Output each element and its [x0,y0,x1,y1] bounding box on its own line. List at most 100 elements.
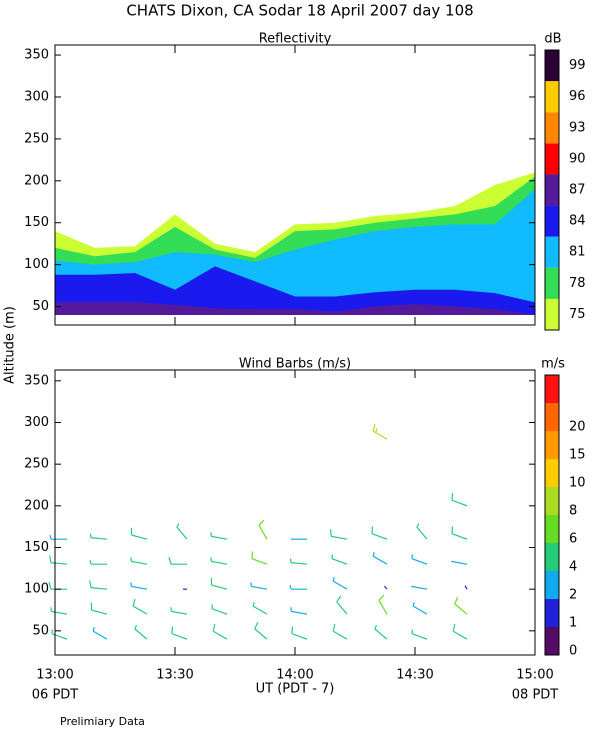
wind-barb [250,582,268,590]
colorbar-swatch [545,627,559,655]
colorbar-frame [544,49,560,331]
wind-barb [130,582,148,590]
colorbar-label: 90 [569,151,586,166]
wind-barb [89,560,107,565]
y-tick-label: 300 [24,415,49,430]
wind-barb [291,626,308,640]
x-start-label: 06 PDT [32,688,79,703]
colorbar-swatch [545,81,559,113]
colorbar-title: dB [544,32,561,47]
wind-barb [258,519,268,540]
colorbar-swatch [545,112,559,144]
colorbar-label: 10 [569,476,586,491]
colorbar-label: 78 [569,276,586,291]
wind-barb [374,624,388,640]
wind-barb [451,493,468,507]
y-tick-label: 200 [24,173,49,188]
wind-barb [130,557,148,565]
wind-barb [452,623,468,640]
colorbar-label: 99 [569,58,586,73]
wind-barb [132,598,148,615]
wind-barb [332,577,348,590]
wind-barb [451,560,468,565]
colorbar-label: 6 [569,532,577,547]
y-axis-label: Altitude (m) [3,306,18,384]
colorbar-label: 87 [569,183,586,198]
wind-barb [171,626,188,640]
wind-barb [464,585,468,590]
wind-barb [89,533,108,540]
wind-barb [252,602,268,615]
colorbar-label: 1 [569,616,577,631]
wind-barb [210,577,228,590]
x-tick-label: 13:30 [156,668,193,683]
colorbar-swatch [545,459,559,487]
x-tick-label: 14:00 [276,668,313,683]
wind-barb [411,585,428,590]
wind-barb [130,527,148,540]
x-axis-label: UT (PDT - 7) [256,682,335,697]
page-title: CHATS Dixon, CA Sodar 18 April 2007 day … [126,2,473,20]
wind-barb [378,594,388,615]
colorbar-label: 15 [569,448,586,463]
colorbar-label: 0 [569,644,577,659]
colorbar-swatch [545,571,559,599]
wind-barb [451,526,468,540]
wind-barb [411,554,428,565]
colorbar-swatch [545,50,559,82]
wind-barb [210,532,228,540]
wind-barb [90,602,108,615]
wind-barb [412,602,428,615]
x-tick-label: 13:00 [36,668,73,683]
x-end-label: 08 PDT [512,688,559,703]
wind-barb [170,607,188,615]
x-tick-label: 15:00 [516,668,553,683]
y-tick-label: 350 [24,48,49,63]
colorbar-label: 81 [569,245,586,260]
colorbar-label: 84 [569,214,586,229]
wind-barb [251,551,268,565]
wind-barb [89,580,108,590]
colorbar-swatch [545,515,559,543]
contour-band [55,189,535,315]
y-tick-label: 150 [24,540,49,555]
colorbar-swatch [545,205,559,237]
wind-barb [212,623,228,640]
wind-barb [134,624,148,640]
panel-title: Reflectivity [259,32,332,47]
y-tick-label: 250 [24,457,49,472]
wind-barb [290,607,308,615]
colorbar-swatch [545,487,559,515]
wind-barb [211,604,228,615]
wind-barb [289,558,308,565]
colorbar-swatch [545,599,559,627]
x-tick-label: 14:30 [396,668,433,683]
wind-barb [454,596,468,615]
wind-barb [372,552,388,565]
colorbar-label: 2 [569,588,577,603]
colorbar-swatch [545,174,559,206]
wind-barb [332,623,348,640]
colorbar-title: m/s [541,357,565,372]
wind-barb [210,557,228,565]
colorbar-swatch [545,403,559,431]
colorbar-label: 4 [569,560,577,575]
wind-barb [336,595,348,615]
wind-barb [51,629,68,640]
wind-barb [329,529,348,540]
colorbar-swatch [545,543,559,571]
colorbar-label: 93 [569,120,586,135]
y-tick-label: 300 [24,89,49,104]
colorbar-label: 20 [569,420,586,435]
colorbar-swatch [545,375,559,403]
wind-barb [176,523,188,540]
wind-barb [49,535,67,540]
y-tick-label: 50 [32,299,49,314]
contour-band [55,302,535,315]
y-tick-label: 200 [24,498,49,513]
colorbar-label: 8 [569,504,577,519]
wind-barb [383,585,388,590]
wind-barb [371,526,388,540]
wind-barb [411,629,428,640]
